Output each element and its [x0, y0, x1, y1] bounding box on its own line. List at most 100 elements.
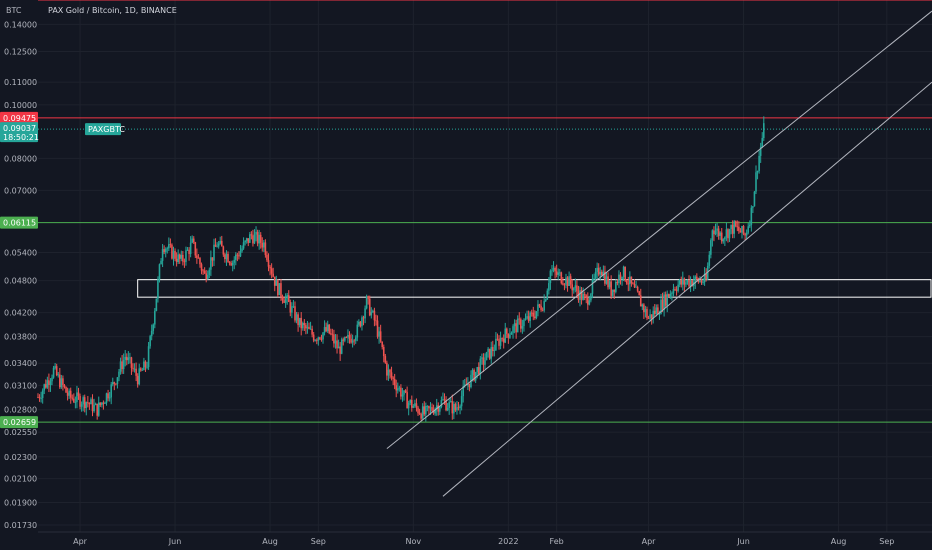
candle-body — [739, 230, 742, 233]
candle-body — [160, 260, 162, 265]
candle — [378, 326, 380, 344]
candle — [675, 286, 678, 296]
candle — [233, 256, 236, 270]
candle-body — [93, 405, 95, 412]
candle — [400, 384, 402, 400]
candle-body — [298, 317, 301, 326]
candle — [194, 241, 197, 258]
candle-body — [625, 280, 628, 284]
candle-body — [65, 386, 67, 393]
candle-body — [168, 244, 170, 249]
candle — [588, 295, 591, 306]
candle-body — [720, 232, 723, 242]
candle — [94, 402, 97, 406]
candle-body — [582, 294, 584, 300]
candle — [619, 272, 622, 285]
candle — [125, 353, 128, 366]
candle — [220, 235, 223, 247]
candle-body — [523, 319, 525, 327]
candle — [340, 337, 343, 355]
candle — [502, 334, 505, 349]
candle-body — [730, 224, 732, 230]
candle — [192, 236, 195, 245]
candle — [678, 278, 681, 288]
x-tick-label: Feb — [550, 537, 564, 546]
candle-body — [152, 324, 155, 331]
candle — [728, 228, 731, 243]
candle — [322, 331, 324, 344]
candle — [524, 313, 527, 321]
candle-body — [113, 382, 116, 384]
price-tag: 0.02659 — [0, 416, 38, 429]
candle — [119, 357, 122, 375]
candle — [267, 253, 270, 272]
candle — [292, 299, 295, 309]
price-tag-bg — [0, 216, 38, 229]
candle-body — [544, 299, 547, 302]
candle — [55, 363, 58, 377]
candle-body — [440, 400, 443, 408]
candle — [621, 276, 623, 286]
candle-body — [323, 327, 326, 333]
time-axis[interactable]: Apr Jun Aug Sep Nov 2022 Feb Apr Jun Aug Sep — [38, 531, 932, 546]
candle — [110, 381, 113, 405]
candle — [104, 401, 106, 404]
candle-body — [77, 392, 80, 396]
candle — [353, 339, 355, 346]
candle — [347, 329, 349, 344]
candle — [345, 336, 348, 339]
candle-body — [172, 250, 175, 259]
candle — [653, 304, 656, 317]
candle-body — [54, 366, 56, 368]
candle-body — [110, 384, 113, 398]
support-zone-box[interactable] — [137, 279, 932, 298]
candle — [147, 341, 150, 370]
candle-body — [613, 289, 616, 292]
candle — [287, 290, 290, 303]
candle-body — [691, 280, 693, 286]
candle-body — [155, 298, 158, 311]
candle — [82, 395, 84, 412]
candle — [700, 278, 703, 285]
candle — [133, 363, 136, 373]
candle-body — [557, 272, 560, 275]
candle — [720, 227, 723, 244]
candle-body — [135, 368, 137, 376]
candle-body — [144, 361, 147, 368]
candle-body — [342, 339, 345, 341]
candle-body — [57, 374, 60, 376]
candle-body — [576, 285, 578, 292]
candle — [639, 288, 642, 307]
price-tag: 0.09475 — [0, 111, 38, 124]
y-tick-label: 0.07000 — [4, 186, 37, 195]
candle-body — [529, 312, 531, 321]
candle — [76, 385, 78, 409]
candle-body — [333, 334, 335, 344]
candle — [515, 319, 517, 339]
candle — [77, 387, 80, 400]
candle — [635, 280, 637, 288]
candle-body — [558, 272, 561, 274]
candle — [487, 347, 489, 358]
price-axis[interactable]: 0.14000 0.12500 0.11000 0.10000 0.08000 0.070… — [4, 20, 37, 530]
candle-body — [733, 221, 735, 234]
candle-body — [513, 323, 516, 327]
candle — [711, 229, 714, 247]
candle-body — [601, 271, 603, 276]
candle — [523, 318, 525, 332]
candle — [171, 243, 173, 260]
candle-body — [641, 304, 644, 307]
candle — [607, 272, 609, 290]
x-tick-label: Apr — [642, 537, 657, 546]
candle — [658, 310, 661, 320]
candle-body — [649, 314, 651, 319]
candle-body — [101, 402, 103, 405]
y-tick-label: 0.11000 — [4, 78, 37, 87]
candle-body — [482, 357, 485, 365]
candle-body — [386, 362, 388, 376]
candle — [101, 402, 103, 408]
candle-body — [722, 239, 725, 242]
candle — [601, 269, 603, 276]
candle-body — [683, 278, 686, 285]
